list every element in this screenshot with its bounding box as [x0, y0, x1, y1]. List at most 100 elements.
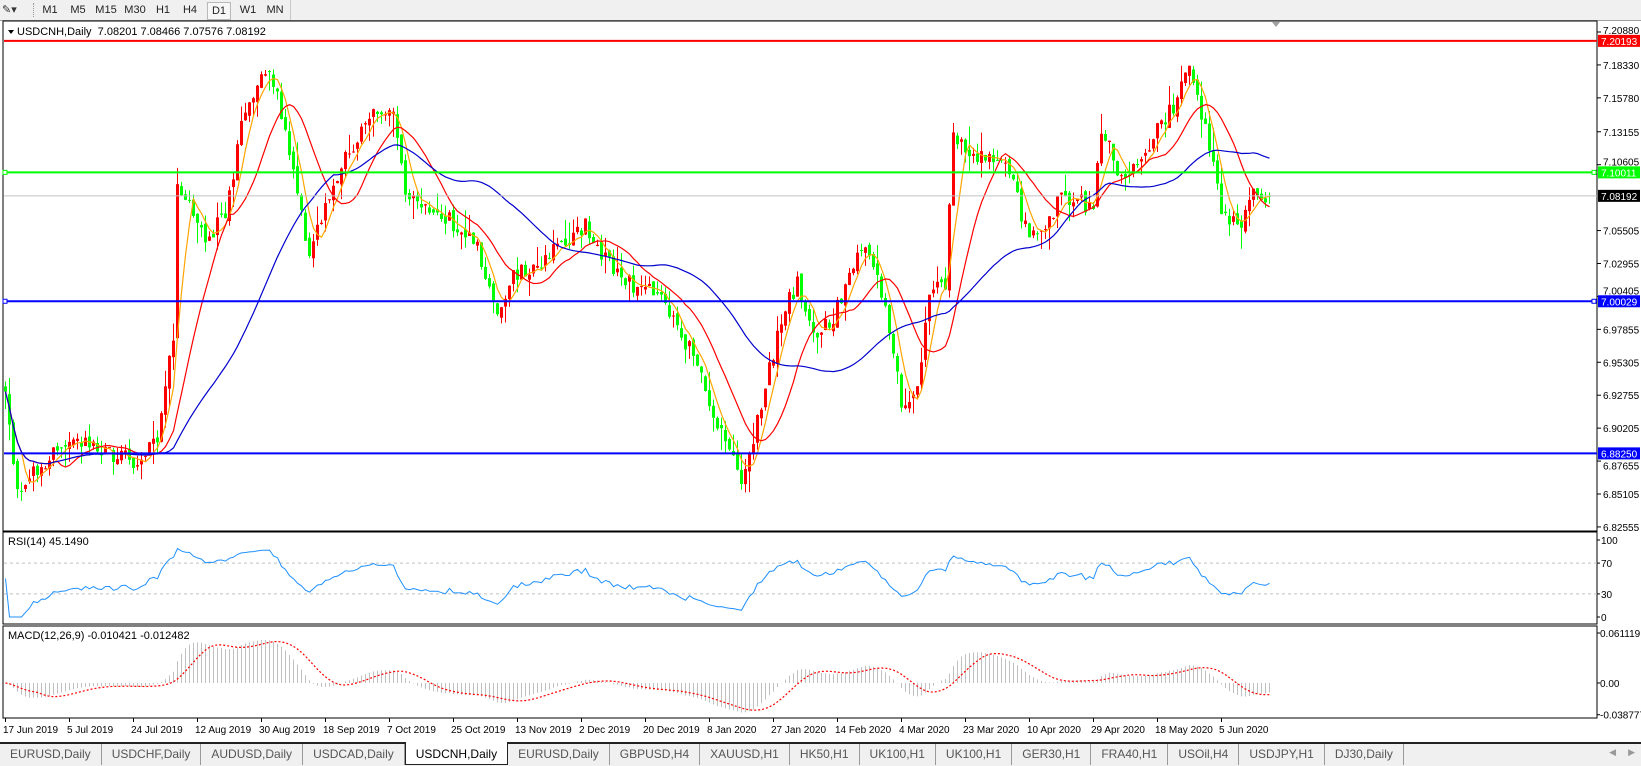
- candle-body: [976, 153, 979, 162]
- chart-tab[interactable]: HK50,H1: [790, 744, 860, 765]
- header-triangle-icon: [8, 30, 14, 34]
- macd-panel[interactable]: [2, 625, 1598, 719]
- candle-body: [964, 139, 967, 153]
- candle-body: [724, 429, 727, 442]
- candle-body: [932, 289, 935, 294]
- candle-body: [540, 267, 543, 269]
- candle-body: [316, 224, 319, 240]
- scroll-left-icon[interactable]: ◀: [1609, 747, 1617, 757]
- candle-body: [564, 238, 567, 246]
- rsi-plot: [4, 547, 1597, 618]
- candle-body: [780, 324, 783, 333]
- candle-body: [688, 341, 691, 347]
- chart-tab[interactable]: USDCNH,Daily: [404, 742, 509, 765]
- candle-body: [740, 470, 743, 484]
- chart-tab[interactable]: USDCHF,Daily: [102, 744, 202, 765]
- candle-body: [636, 286, 639, 296]
- candle-body: [212, 233, 215, 238]
- candle-body: [996, 159, 999, 161]
- chart-tab[interactable]: EURUSD,Daily: [0, 744, 102, 765]
- timeframe-m1[interactable]: M1: [42, 4, 58, 16]
- candle-body: [20, 490, 23, 492]
- line-tool-dropdown[interactable]: ✎▾: [2, 3, 28, 17]
- candle-body: [456, 229, 459, 233]
- candle-body: [800, 273, 803, 302]
- chart-window[interactable]: 7.20880 7.18330 7.15780 7.13155 7.10605 7.055…: [0, 0, 1641, 742]
- chart-tab[interactable]: FRA40,H1: [1091, 744, 1169, 765]
- candle-body: [1120, 175, 1123, 177]
- ma-fast-line: [4, 77, 1270, 483]
- candle-body: [244, 112, 247, 121]
- candle-body: [1060, 192, 1063, 195]
- chart-tab[interactable]: UK100,H1: [936, 744, 1013, 765]
- candle-body: [900, 374, 903, 408]
- candle-body: [324, 203, 327, 221]
- candle-body: [1264, 198, 1267, 203]
- candle-body: [344, 152, 347, 170]
- timeframe-m5[interactable]: M5: [70, 4, 86, 16]
- macd-label: MACD(12,26,9) -0.010421 -0.012482: [8, 630, 190, 642]
- candle-body: [504, 298, 507, 307]
- rsi-tick-label: 70: [1601, 559, 1613, 570]
- chart-shift-marker[interactable]: [1272, 22, 1280, 27]
- candle-body: [496, 303, 499, 315]
- candle-body: [436, 209, 439, 213]
- timeframe-m15[interactable]: M15: [95, 4, 117, 16]
- price-tick-label: 6.85105: [1603, 490, 1640, 501]
- timeframe-d1[interactable]: D1: [206, 2, 232, 20]
- candle-body: [608, 250, 611, 257]
- candle-body: [208, 236, 211, 241]
- price-level-tag: [1598, 447, 1640, 460]
- candle-body: [888, 305, 891, 334]
- candle-body: [152, 438, 155, 444]
- candle-body: [304, 212, 307, 241]
- candle-body: [1176, 97, 1179, 117]
- chart-tab[interactable]: GER30,H1: [1012, 744, 1092, 765]
- candle-body: [272, 74, 275, 88]
- timeframe-h1[interactable]: H1: [155, 4, 171, 16]
- candle-body: [856, 252, 859, 272]
- candle-body: [1040, 230, 1043, 232]
- candle-body: [648, 283, 651, 286]
- date-label: 2 Dec 2019: [579, 725, 631, 736]
- line-handle: [2, 298, 8, 304]
- chart-tab[interactable]: XAUUSD,H1: [700, 744, 790, 765]
- price-level-label: 7.10011: [1601, 168, 1637, 179]
- chart-tab[interactable]: GBPUSD,H4: [610, 744, 701, 765]
- ma-mid-line: [4, 103, 1270, 468]
- candle-body: [1132, 163, 1135, 173]
- toolbar-grip[interactable]: [33, 3, 36, 17]
- timeframe-mn[interactable]: MN: [266, 4, 284, 16]
- candle-body: [820, 332, 823, 335]
- chart-tab[interactable]: EURUSD,Daily: [508, 744, 610, 765]
- chart-tab[interactable]: USDJPY,H1: [1239, 744, 1325, 765]
- candle-body: [956, 135, 959, 145]
- price-tick-label: 7.00405: [1603, 286, 1640, 297]
- chart-tab[interactable]: USOil,H4: [1168, 744, 1240, 765]
- candle-body: [1184, 72, 1187, 83]
- candle-body: [944, 278, 947, 290]
- candle-body: [1100, 133, 1103, 164]
- candle-body: [776, 330, 779, 364]
- chart-tab[interactable]: USDCAD,Daily: [303, 744, 405, 765]
- timeframe-h4[interactable]: H4: [182, 4, 198, 16]
- toolbar-separator: [290, 0, 291, 20]
- chart-tab[interactable]: DJ30,Daily: [1325, 744, 1404, 765]
- candle-body: [180, 186, 183, 196]
- timeframe-w1[interactable]: W1: [239, 4, 257, 16]
- timeframe-m30[interactable]: M30: [124, 4, 146, 16]
- candle-body: [500, 307, 503, 318]
- candle-body: [452, 210, 455, 232]
- candle-body: [240, 120, 243, 145]
- chart-tab[interactable]: AUDUSD,Daily: [201, 744, 304, 765]
- candle-body: [16, 461, 19, 490]
- candle-body: [828, 322, 831, 328]
- chart-tab[interactable]: UK100,H1: [860, 744, 936, 765]
- candle-body: [372, 109, 375, 117]
- candle-body: [1008, 159, 1011, 175]
- candle-body: [980, 151, 983, 163]
- rsi-panel[interactable]: [2, 531, 1598, 625]
- scroll-right-icon[interactable]: ▶: [1628, 747, 1635, 757]
- candle-body: [936, 281, 939, 288]
- candle-body: [460, 232, 463, 235]
